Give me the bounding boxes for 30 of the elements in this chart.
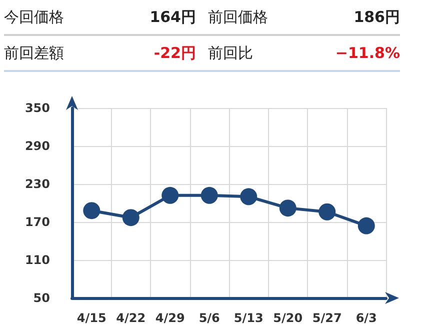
point	[358, 217, 375, 234]
text: −11.8%	[334, 44, 400, 62]
y-tick-label: 350	[24, 101, 50, 115]
x-tick-label: 5/27	[312, 311, 342, 325]
point	[279, 200, 296, 217]
y-tick-label: 50	[33, 291, 50, 305]
point	[83, 202, 100, 220]
text: 164円	[148, 8, 196, 26]
y-tick-label: 230	[24, 177, 50, 191]
y-tick-label: 170	[24, 215, 50, 229]
x-tick-label: 4/22	[116, 311, 146, 325]
y-tick-label: 290	[24, 139, 50, 153]
x-tick-label: 5/20	[273, 311, 303, 325]
y-tick-label: 110	[24, 253, 50, 267]
x-tick-label: 6/3	[356, 311, 377, 325]
point	[122, 209, 140, 226]
point	[318, 203, 336, 220]
text: 前回比	[207, 44, 254, 62]
text: 前回差額	[4, 44, 65, 62]
text: 前回価格	[207, 8, 269, 26]
text: -22円	[152, 44, 196, 62]
x-tick-label: 5/13	[234, 311, 264, 325]
x-tick-label: 5/6	[198, 311, 220, 325]
text: 186円	[352, 8, 400, 26]
x-tick-label: 4/29	[155, 311, 185, 325]
point	[240, 188, 258, 206]
x-tick-label: 4/15	[76, 311, 106, 325]
point	[162, 186, 179, 204]
text: 今回価格	[4, 8, 65, 26]
point	[200, 186, 218, 204]
